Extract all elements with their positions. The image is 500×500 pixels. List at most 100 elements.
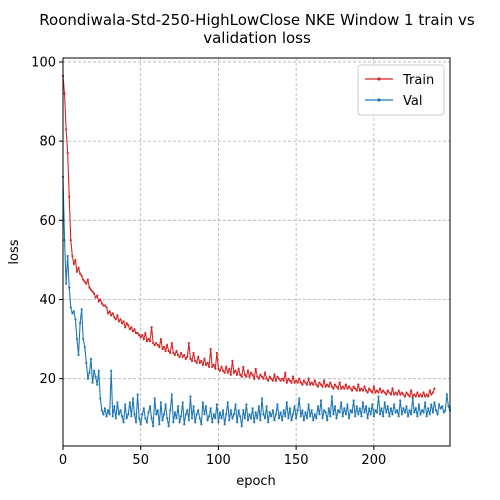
val-point bbox=[319, 399, 323, 402]
train-point bbox=[318, 381, 321, 384]
train-point bbox=[215, 351, 218, 355]
train-point bbox=[152, 341, 155, 345]
train-point bbox=[97, 300, 100, 303]
val-point bbox=[111, 415, 114, 418]
train-point bbox=[170, 341, 173, 345]
val-point bbox=[273, 419, 276, 422]
train-point bbox=[396, 393, 399, 396]
train-point bbox=[378, 387, 382, 390]
train-point bbox=[194, 359, 197, 362]
train-point bbox=[287, 377, 290, 380]
val-point bbox=[211, 421, 214, 424]
train-point bbox=[371, 391, 374, 394]
train-point bbox=[425, 393, 428, 396]
val-point bbox=[127, 413, 130, 416]
val-point bbox=[445, 393, 448, 396]
val-point bbox=[103, 407, 107, 410]
val-point bbox=[75, 338, 79, 341]
train-point bbox=[321, 385, 324, 388]
train-point bbox=[352, 385, 355, 388]
train-point bbox=[422, 391, 425, 394]
train-point bbox=[231, 359, 234, 362]
train-point bbox=[243, 373, 246, 376]
train-point bbox=[382, 389, 385, 392]
train-point bbox=[201, 363, 204, 366]
train-point bbox=[363, 385, 366, 388]
val-point bbox=[173, 411, 176, 414]
val-point bbox=[215, 403, 218, 406]
train-series-line bbox=[62, 75, 435, 398]
val-point bbox=[167, 425, 170, 428]
train-point bbox=[368, 387, 371, 390]
train-point bbox=[330, 385, 333, 388]
val-point bbox=[71, 312, 74, 315]
train-point bbox=[312, 383, 315, 386]
train-point bbox=[200, 359, 203, 362]
train-point bbox=[113, 316, 116, 319]
train-point bbox=[145, 339, 149, 343]
val-point bbox=[290, 419, 293, 422]
val-point bbox=[91, 381, 94, 384]
val-point bbox=[299, 415, 302, 418]
val-point bbox=[405, 405, 408, 408]
val-point bbox=[162, 413, 166, 416]
val-point bbox=[414, 407, 417, 410]
val-point bbox=[74, 318, 77, 321]
val-point bbox=[413, 411, 416, 414]
train-point bbox=[197, 355, 200, 359]
train-point bbox=[239, 373, 242, 376]
val-point bbox=[354, 415, 357, 418]
val-point bbox=[396, 409, 399, 412]
train-point bbox=[110, 314, 113, 317]
val-point bbox=[315, 417, 318, 420]
train-point bbox=[153, 343, 156, 347]
val-point bbox=[276, 403, 279, 406]
chart-title-line-1: Roondiwala-Std-250-HighLowClose NKE Wind… bbox=[39, 11, 475, 29]
val-point bbox=[416, 415, 419, 418]
train-point bbox=[63, 92, 66, 95]
val-point bbox=[180, 415, 183, 418]
val-point bbox=[274, 413, 278, 416]
series-group bbox=[61, 74, 452, 428]
train-point bbox=[341, 385, 344, 388]
val-point bbox=[212, 413, 215, 416]
val-point bbox=[338, 411, 341, 414]
train-point bbox=[100, 302, 103, 305]
val-point bbox=[68, 286, 71, 289]
train-point bbox=[77, 266, 80, 269]
val-point bbox=[369, 413, 372, 416]
train-point bbox=[155, 341, 158, 345]
val-point bbox=[116, 401, 119, 404]
val-point bbox=[291, 413, 295, 416]
val-point bbox=[419, 413, 422, 416]
train-point bbox=[150, 326, 153, 329]
train-point bbox=[116, 314, 119, 317]
val-point bbox=[285, 401, 288, 404]
train-point bbox=[354, 387, 357, 390]
train-point bbox=[66, 151, 69, 155]
train-point bbox=[337, 387, 340, 390]
train-point bbox=[88, 286, 91, 289]
val-point bbox=[424, 401, 427, 404]
val-point bbox=[195, 413, 198, 416]
val-point bbox=[301, 409, 304, 412]
train-point bbox=[288, 379, 292, 382]
train-point bbox=[127, 324, 130, 327]
train-point bbox=[189, 357, 192, 360]
val-point bbox=[147, 411, 150, 414]
train-point bbox=[71, 254, 74, 258]
val-point bbox=[388, 415, 391, 418]
train-point bbox=[400, 391, 403, 394]
val-point bbox=[187, 419, 190, 422]
train-point bbox=[433, 387, 436, 390]
train-point bbox=[148, 339, 152, 343]
val-point bbox=[65, 282, 68, 285]
train-point bbox=[106, 312, 110, 315]
train-point bbox=[357, 383, 360, 386]
y-axis-label: loss bbox=[7, 239, 22, 264]
val-point bbox=[389, 407, 393, 410]
train-point bbox=[271, 379, 274, 382]
val-point bbox=[313, 413, 316, 416]
val-point bbox=[318, 413, 321, 416]
